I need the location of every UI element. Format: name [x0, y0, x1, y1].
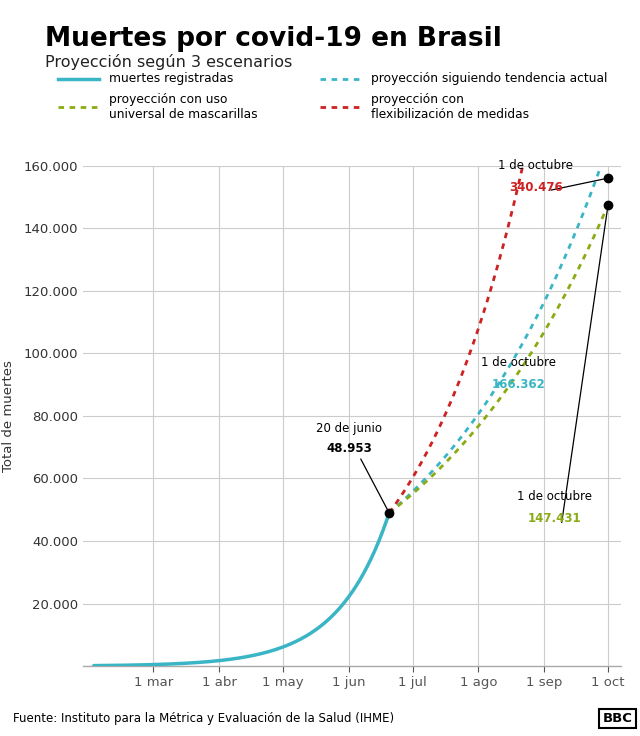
Text: 20 de junio: 20 de junio — [316, 422, 382, 434]
Text: 48.953: 48.953 — [326, 442, 372, 455]
Text: proyección con
flexibilización de medidas: proyección con flexibilización de medida… — [371, 93, 529, 121]
Text: Muertes por covid-19 en Brasil: Muertes por covid-19 en Brasil — [45, 26, 502, 52]
Text: 1 de octubre: 1 de octubre — [517, 490, 593, 503]
Text: 147.431: 147.431 — [528, 512, 582, 526]
Text: proyección siguiendo tendencia actual: proyección siguiendo tendencia actual — [371, 72, 607, 85]
Y-axis label: Total de muertes: Total de muertes — [3, 360, 15, 472]
Text: proyección con uso
universal de mascarillas: proyección con uso universal de mascaril… — [109, 93, 257, 121]
Text: 1 de octubre: 1 de octubre — [499, 159, 573, 172]
Text: muertes registradas: muertes registradas — [109, 72, 233, 85]
Text: Proyección según 3 escenarios: Proyección según 3 escenarios — [45, 54, 292, 71]
Text: 1 de octubre: 1 de octubre — [481, 356, 556, 369]
Text: Fuente: Instituto para la Métrica y Evaluación de la Salud (IHME): Fuente: Instituto para la Métrica y Eval… — [13, 712, 394, 725]
Text: 166.362: 166.362 — [492, 378, 546, 391]
Text: 340.476: 340.476 — [509, 181, 563, 194]
Text: BBC: BBC — [603, 712, 632, 725]
